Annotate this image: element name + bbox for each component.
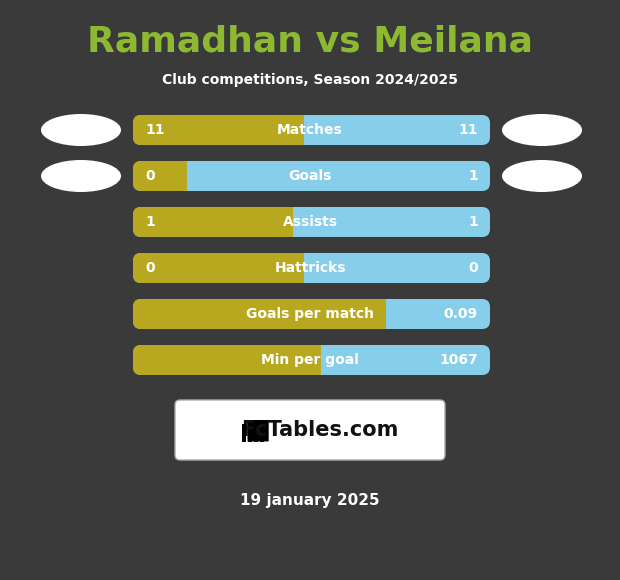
FancyBboxPatch shape (133, 161, 490, 191)
FancyBboxPatch shape (175, 400, 445, 460)
Text: Min per goal: Min per goal (261, 353, 359, 367)
Text: 1: 1 (468, 215, 478, 229)
Text: Hattricks: Hattricks (274, 261, 346, 275)
Text: Assists: Assists (283, 215, 337, 229)
FancyBboxPatch shape (133, 299, 490, 329)
Text: 0: 0 (145, 169, 154, 183)
FancyBboxPatch shape (133, 207, 490, 237)
Text: 1: 1 (468, 169, 478, 183)
Text: 0: 0 (468, 261, 478, 275)
Bar (304, 253, 314, 283)
FancyBboxPatch shape (133, 207, 301, 237)
Text: 1: 1 (145, 215, 155, 229)
Ellipse shape (502, 114, 582, 146)
Bar (321, 345, 331, 375)
Text: Matches: Matches (277, 123, 343, 137)
Text: 1067: 1067 (440, 353, 478, 367)
FancyBboxPatch shape (133, 115, 490, 145)
Text: 19 january 2025: 19 january 2025 (240, 492, 380, 508)
FancyBboxPatch shape (133, 115, 311, 145)
Bar (242, 424, 246, 442)
FancyBboxPatch shape (133, 345, 490, 375)
FancyBboxPatch shape (133, 299, 394, 329)
Text: Goals per match: Goals per match (246, 307, 374, 321)
Bar (304, 115, 314, 145)
FancyBboxPatch shape (133, 253, 490, 283)
Text: Club competitions, Season 2024/2025: Club competitions, Season 2024/2025 (162, 73, 458, 87)
FancyBboxPatch shape (133, 161, 195, 191)
Ellipse shape (41, 114, 121, 146)
FancyBboxPatch shape (133, 253, 311, 283)
Ellipse shape (41, 160, 121, 192)
Bar (293, 207, 303, 237)
Text: 0: 0 (145, 261, 154, 275)
Text: 11: 11 (459, 123, 478, 137)
Bar (260, 438, 264, 442)
Text: 11: 11 (145, 123, 164, 137)
Bar (248, 429, 252, 442)
Text: FcTables.com: FcTables.com (241, 420, 399, 440)
Text: 0.09: 0.09 (444, 307, 478, 321)
Ellipse shape (502, 160, 582, 192)
FancyBboxPatch shape (133, 345, 329, 375)
Text: Ramadhan vs Meilana: Ramadhan vs Meilana (87, 25, 533, 59)
Bar (187, 161, 198, 191)
Text: ■: ■ (245, 416, 271, 444)
Bar (386, 299, 396, 329)
Bar (254, 434, 258, 442)
Text: Goals: Goals (288, 169, 332, 183)
